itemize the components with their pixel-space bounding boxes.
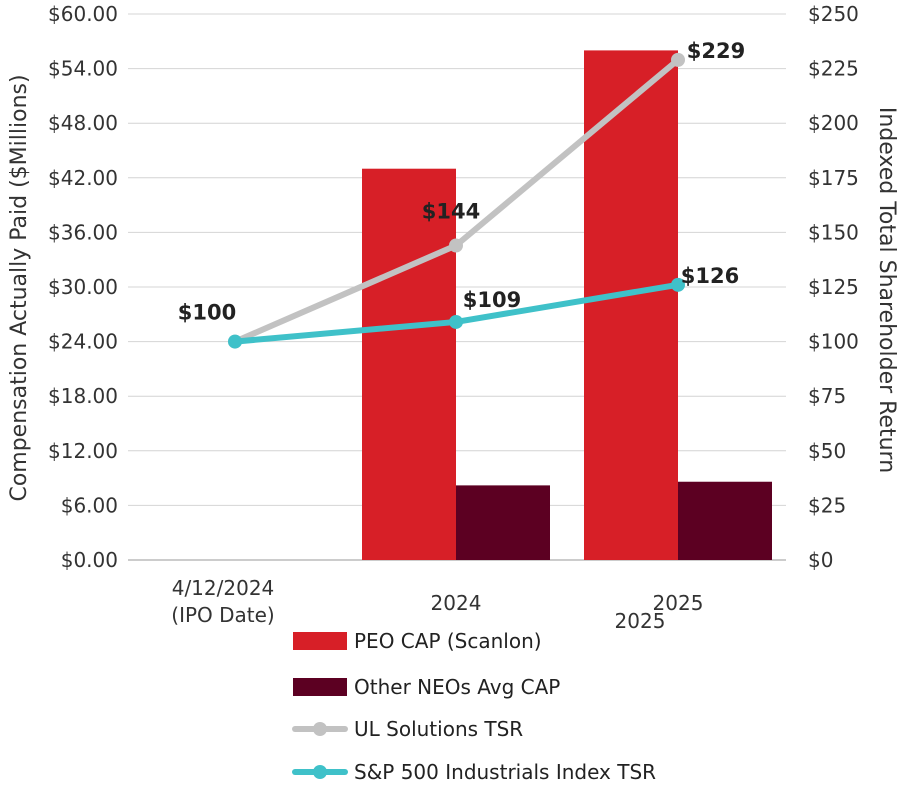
bar-peo-cap: [362, 168, 456, 560]
point-sp500-industrials-tsr: [671, 277, 685, 292]
category-label: 2024: [431, 591, 482, 615]
legend-label: PEO CAP (Scanlon): [354, 629, 542, 653]
data-label: $100: [178, 301, 236, 325]
category-label: 2025: [653, 591, 704, 615]
left-tick-label: $48.00: [48, 111, 118, 135]
point-sp500-industrials-tsr: [449, 314, 463, 329]
data-label: $144: [422, 200, 480, 224]
data-label: $126: [681, 264, 739, 288]
right-tick-label: $125: [808, 275, 859, 299]
data-label: $109: [463, 288, 521, 312]
legend: PEO CAP (Scanlon) Other NEOs Avg CAP UL So…: [292, 629, 656, 784]
right-tick-label: $25: [808, 493, 846, 517]
right-tick-label: $150: [808, 220, 859, 244]
line-series: [228, 52, 685, 349]
legend-label: UL Solutions TSR: [354, 717, 523, 741]
left-tick-label: $12.00: [48, 439, 118, 463]
legend-label: S&P 500 Industrials Index TSR: [354, 760, 656, 784]
left-tick-label: $36.00: [48, 220, 118, 244]
point-ul-solutions-tsr: [671, 52, 685, 67]
legend-marker: [313, 765, 327, 779]
left-tick-label: $24.00: [48, 330, 118, 354]
bar-other-neos-cap: [456, 485, 550, 560]
left-tick-label: $18.00: [48, 384, 118, 408]
left-tick-label: $42.00: [48, 166, 118, 190]
left-tick-label: $60.00: [48, 2, 118, 26]
left-axis-title: Compensation Actually Paid ($Millions): [7, 74, 32, 501]
data-label: $229: [687, 39, 745, 63]
right-tick-label: $200: [808, 111, 859, 135]
right-tick-label: $250: [808, 2, 859, 26]
legend-swatch: [293, 632, 347, 650]
left-axis-ticks: $0.00 $6.00 $12.00 $18.00 $24.00 $30.00 $36.00…: [48, 2, 118, 572]
right-tick-label: $50: [808, 439, 846, 463]
data-labels: $100 $144 $229 $109 $126: [178, 39, 745, 325]
point-ul-solutions-tsr: [449, 238, 463, 253]
left-tick-label: $30.00: [48, 275, 118, 299]
right-tick-label: $175: [808, 166, 859, 190]
left-tick-label: $54.00: [48, 57, 118, 81]
legend-label: Other NEOs Avg CAP: [354, 675, 560, 699]
left-tick-label: $6.00: [61, 493, 118, 517]
right-axis-title: Indexed Total Shareholder Return: [874, 107, 899, 473]
bar-peo-cap: [584, 50, 678, 561]
category-label: 4/12/2024 (IPO Date): [171, 576, 274, 627]
left-tick-label: $0.00: [61, 548, 118, 572]
extra-year-label: 2025: [615, 609, 666, 633]
legend-marker: [313, 722, 327, 736]
right-tick-label: $75: [808, 384, 846, 408]
right-tick-label: $100: [808, 330, 859, 354]
bars: [362, 50, 772, 561]
bar-other-neos-cap: [678, 481, 772, 560]
right-tick-label: $225: [808, 57, 859, 81]
legend-swatch: [293, 678, 347, 696]
right-axis-ticks: $0 $25 $50 $75 $100 $125 $150 $175 $200 $225 $250: [808, 2, 859, 572]
right-tick-label: $0: [808, 548, 833, 572]
point-sp500-industrials-tsr: [228, 334, 242, 349]
